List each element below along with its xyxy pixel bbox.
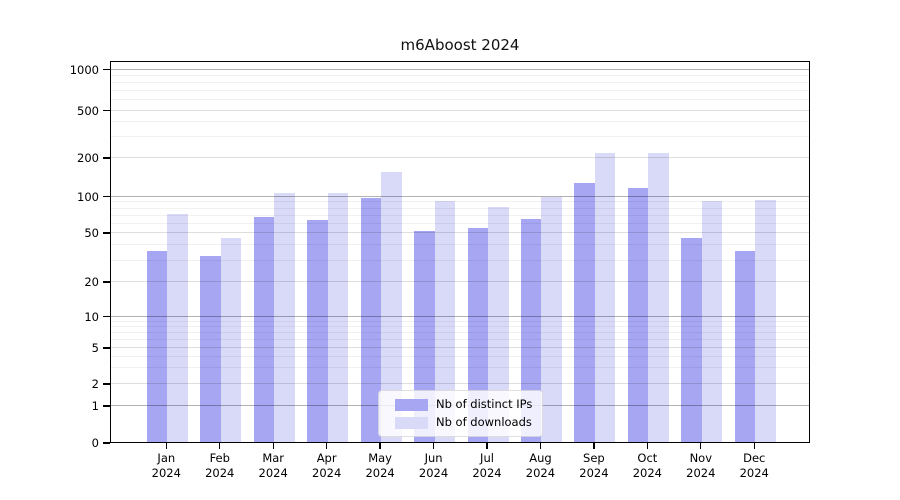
- y-tick-mark: [103, 347, 110, 349]
- x-tick-label-dec: Dec 2024: [739, 451, 769, 480]
- legend-swatch-downloads: [395, 416, 428, 429]
- y-tick-mark: [103, 195, 110, 198]
- x-tick-mark: [272, 443, 274, 449]
- x-tick-label-mar: Mar 2024: [258, 451, 288, 480]
- chart-title: m6Aboost 2024: [400, 36, 520, 54]
- y-tick-label-10: 10: [84, 309, 99, 324]
- bar-downloads-oct: [648, 152, 669, 442]
- x-tick-mark: [486, 443, 488, 449]
- x-tick-label-apr: Apr 2024: [312, 451, 342, 480]
- bar-distinct-ips-jul: [467, 228, 488, 442]
- legend-label-distinct-ips: Nb of distinct IPs: [436, 397, 533, 411]
- y-tick-mark: [103, 157, 110, 159]
- bar-distinct-ips-jun: [414, 231, 435, 442]
- plot-area: [110, 61, 810, 443]
- x-tick-mark: [646, 443, 649, 449]
- bar-downloads-feb: [220, 237, 242, 442]
- bar-distinct-ips-apr: [307, 219, 328, 442]
- bars-layer: [111, 62, 809, 442]
- bar-downloads-sep: [594, 152, 616, 442]
- x-tick-mark: [219, 443, 221, 449]
- x-tick-label-sep: Sep 2024: [579, 451, 609, 480]
- y-tick-mark: [103, 281, 110, 283]
- bar-distinct-ips-nov: [681, 237, 702, 442]
- x-tick-mark: [165, 443, 167, 449]
- y-tick-label-1000: 1000: [69, 62, 99, 77]
- bar-downloads-jan: [167, 213, 188, 442]
- bar-distinct-ips-jan: [146, 251, 168, 442]
- bar-distinct-ips-sep: [574, 183, 595, 442]
- y-tick-label-1: 1: [91, 398, 99, 413]
- y-tick-label-5: 5: [91, 340, 99, 355]
- bar-downloads-dec: [755, 199, 776, 442]
- bar-distinct-ips-aug: [520, 219, 542, 442]
- bar-downloads-nov: [701, 200, 723, 442]
- bar-distinct-ips-dec: [734, 251, 756, 442]
- legend-swatch-distinct-ips: [395, 398, 428, 411]
- x-tick-mark: [593, 443, 595, 449]
- bar-distinct-ips-may: [360, 198, 382, 442]
- x-tick-mark: [700, 443, 702, 449]
- bar-downloads-mar: [274, 193, 295, 442]
- bar-downloads-jul: [488, 206, 509, 442]
- x-tick-label-feb: Feb 2024: [205, 451, 235, 480]
- y-tick-mark: [103, 442, 110, 444]
- y-tick-mark: [103, 405, 110, 407]
- legend: Nb of distinct IPs Nb of downloads: [378, 390, 543, 437]
- y-tick-label-500: 500: [77, 103, 99, 118]
- bar-distinct-ips-mar: [253, 216, 275, 442]
- legend-item-distinct-ips: Nb of distinct IPs: [395, 398, 534, 411]
- x-tick-label-jun: Jun 2024: [418, 451, 449, 480]
- bar-downloads-may: [381, 171, 402, 442]
- legend-label-downloads: Nb of downloads: [436, 415, 532, 429]
- x-tick-mark: [379, 443, 381, 449]
- x-tick-label-jan: Jan 2024: [151, 451, 181, 480]
- y-tick-label-20: 20: [84, 274, 99, 289]
- y-tick-label-2: 2: [91, 377, 99, 392]
- y-tick-label-50: 50: [84, 226, 99, 240]
- y-tick-mark: [103, 109, 110, 112]
- bar-downloads-apr: [327, 193, 349, 442]
- bar-downloads-jun: [434, 200, 456, 442]
- y-tick-label-100: 100: [77, 189, 99, 204]
- x-tick-mark: [753, 443, 755, 449]
- x-tick-mark: [432, 443, 435, 449]
- bar-distinct-ips-oct: [627, 188, 649, 442]
- x-tick-mark: [325, 443, 328, 449]
- y-tick-mark: [103, 232, 110, 234]
- y-tick-mark: [103, 68, 110, 71]
- legend-item-downloads: Nb of downloads: [395, 416, 534, 429]
- bar-distinct-ips-feb: [200, 255, 221, 442]
- x-tick-label-may: May 2024: [365, 451, 395, 480]
- y-tick-mark: [103, 383, 110, 385]
- y-tick-label-200: 200: [77, 150, 99, 165]
- bar-downloads-aug: [541, 197, 562, 442]
- x-tick-label-aug: Aug 2024: [525, 451, 556, 480]
- y-tick-mark: [103, 315, 110, 318]
- x-tick-mark: [539, 443, 542, 449]
- x-tick-label-oct: Oct 2024: [632, 451, 662, 480]
- x-tick-label-nov: Nov 2024: [686, 451, 716, 480]
- x-tick-label-jul: Jul 2024: [472, 451, 502, 480]
- y-tick-label-0: 0: [91, 436, 99, 450]
